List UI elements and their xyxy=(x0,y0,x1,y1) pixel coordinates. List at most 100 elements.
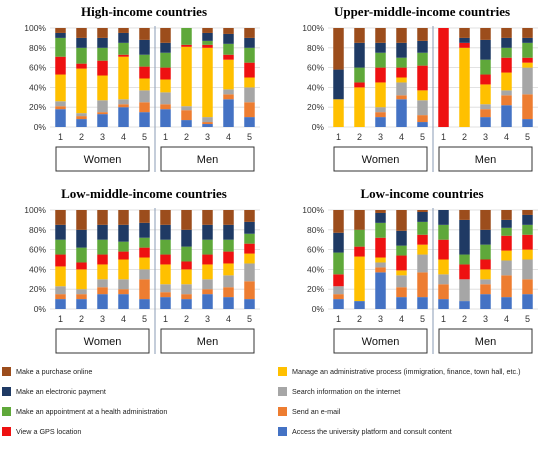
bar-segment xyxy=(396,42,407,58)
bar-segment xyxy=(76,262,87,270)
bar-segment xyxy=(375,222,386,238)
x-tick-label: 2 xyxy=(79,314,84,324)
bar-segment xyxy=(181,269,192,285)
bar-segment xyxy=(480,210,491,230)
bar-segment xyxy=(55,106,66,110)
bar-segment xyxy=(223,210,234,225)
bar-segment xyxy=(438,259,449,275)
bar-segment xyxy=(244,37,255,48)
bar-segment xyxy=(160,297,171,309)
x-tick-label: 1 xyxy=(163,314,168,324)
bar-segment xyxy=(139,39,150,55)
bar-segment xyxy=(139,66,150,79)
bar-segment xyxy=(354,67,365,83)
bar-segment xyxy=(480,84,491,105)
legend-label: Search information on the internet xyxy=(292,386,401,396)
y-tick-label: 40% xyxy=(307,82,324,92)
bar-segment xyxy=(396,245,407,256)
bar-segment xyxy=(459,279,470,302)
bar-segment xyxy=(202,294,213,309)
legend-swatch xyxy=(2,426,11,436)
bar-segment xyxy=(118,289,129,295)
bar-segment xyxy=(55,74,66,102)
bar-segment xyxy=(417,272,428,298)
bar-segment xyxy=(55,32,66,38)
x-tick-label: 3 xyxy=(483,132,488,142)
bar-segment xyxy=(97,28,108,38)
bar-segment xyxy=(76,119,87,127)
bar-segment xyxy=(354,229,365,247)
x-tick-label: 1 xyxy=(441,314,446,324)
y-tick-label: 20% xyxy=(307,102,324,112)
bar-segment xyxy=(97,254,108,265)
bar-segment xyxy=(354,42,365,68)
bar-segment xyxy=(459,42,470,48)
bar-segment xyxy=(501,37,512,48)
bar-segment xyxy=(354,28,365,43)
x-tick-label: 2 xyxy=(462,314,467,324)
group-box xyxy=(55,328,150,354)
legend-swatch xyxy=(278,426,287,436)
chart-title: Upper-middle-income countries xyxy=(334,4,510,19)
bar-segment xyxy=(396,255,407,271)
bar-segment xyxy=(55,224,66,240)
bar-segment xyxy=(417,28,428,41)
bar-segment xyxy=(181,294,192,300)
bar-segment xyxy=(522,234,533,250)
bar-segment xyxy=(501,219,512,228)
x-tick-label: 5 xyxy=(142,314,147,324)
legend-item: Make a purchase online xyxy=(2,366,92,376)
y-tick-label: 20% xyxy=(307,284,324,294)
bar-segment xyxy=(438,224,449,240)
y-tick-label: 20% xyxy=(29,102,46,112)
bar-segment xyxy=(76,47,87,64)
bar-segment xyxy=(55,210,66,225)
bar-segment xyxy=(223,28,234,34)
legend-item: Search information on the internet xyxy=(278,386,400,396)
bar-segment xyxy=(160,109,171,127)
bar-segment xyxy=(375,272,386,309)
bar-segment xyxy=(160,28,171,43)
bar-segment xyxy=(223,43,234,55)
legend-item: Manage an administrative process (immigr… xyxy=(278,366,521,376)
bar-segment xyxy=(181,210,192,230)
bar-segment xyxy=(417,90,428,101)
bar-segment xyxy=(76,113,87,117)
bar-segment xyxy=(396,99,407,127)
bar-segment xyxy=(181,229,192,247)
bar-segment xyxy=(118,294,129,309)
legend-swatch xyxy=(2,366,11,376)
bar-segment xyxy=(459,47,470,127)
bar-segment xyxy=(396,270,407,276)
bar-segment xyxy=(417,221,428,235)
bar-segment xyxy=(244,87,255,103)
chart-panel-3: Low-middle-income countries 0% 20% 40% 60% 80… xyxy=(24,186,260,354)
x-tick-label: 4 xyxy=(226,132,231,142)
legend-swatch xyxy=(2,386,11,396)
bar-segment xyxy=(333,299,344,309)
bar-segment xyxy=(480,269,491,280)
bar-segment xyxy=(181,106,192,111)
x-tick-label: 3 xyxy=(100,314,105,324)
bar-segment xyxy=(97,279,108,288)
group-box xyxy=(160,146,255,172)
bar-segment xyxy=(202,224,213,240)
bar-segment xyxy=(223,297,234,309)
x-tick-label: 2 xyxy=(79,132,84,142)
bar-segment xyxy=(118,54,129,57)
x-tick-label: 4 xyxy=(399,314,404,324)
bar-segment xyxy=(417,40,428,53)
bar-segment xyxy=(118,107,129,127)
bar-segment xyxy=(76,299,87,309)
chart-panel-1: High-income countries 0% 20% 40% 60% 80% 100% 1… xyxy=(24,4,260,172)
bar-segment xyxy=(55,239,66,255)
bar-segment xyxy=(139,28,150,40)
x-tick-label: 5 xyxy=(525,314,530,324)
group-label: Men xyxy=(475,154,496,166)
bar-segment xyxy=(438,210,449,225)
bar-segment xyxy=(333,286,344,295)
bar-segment xyxy=(160,284,171,293)
legend-label: Send an e-mail xyxy=(292,406,341,416)
bar-segment xyxy=(181,246,192,262)
x-tick-label: 3 xyxy=(378,132,383,142)
